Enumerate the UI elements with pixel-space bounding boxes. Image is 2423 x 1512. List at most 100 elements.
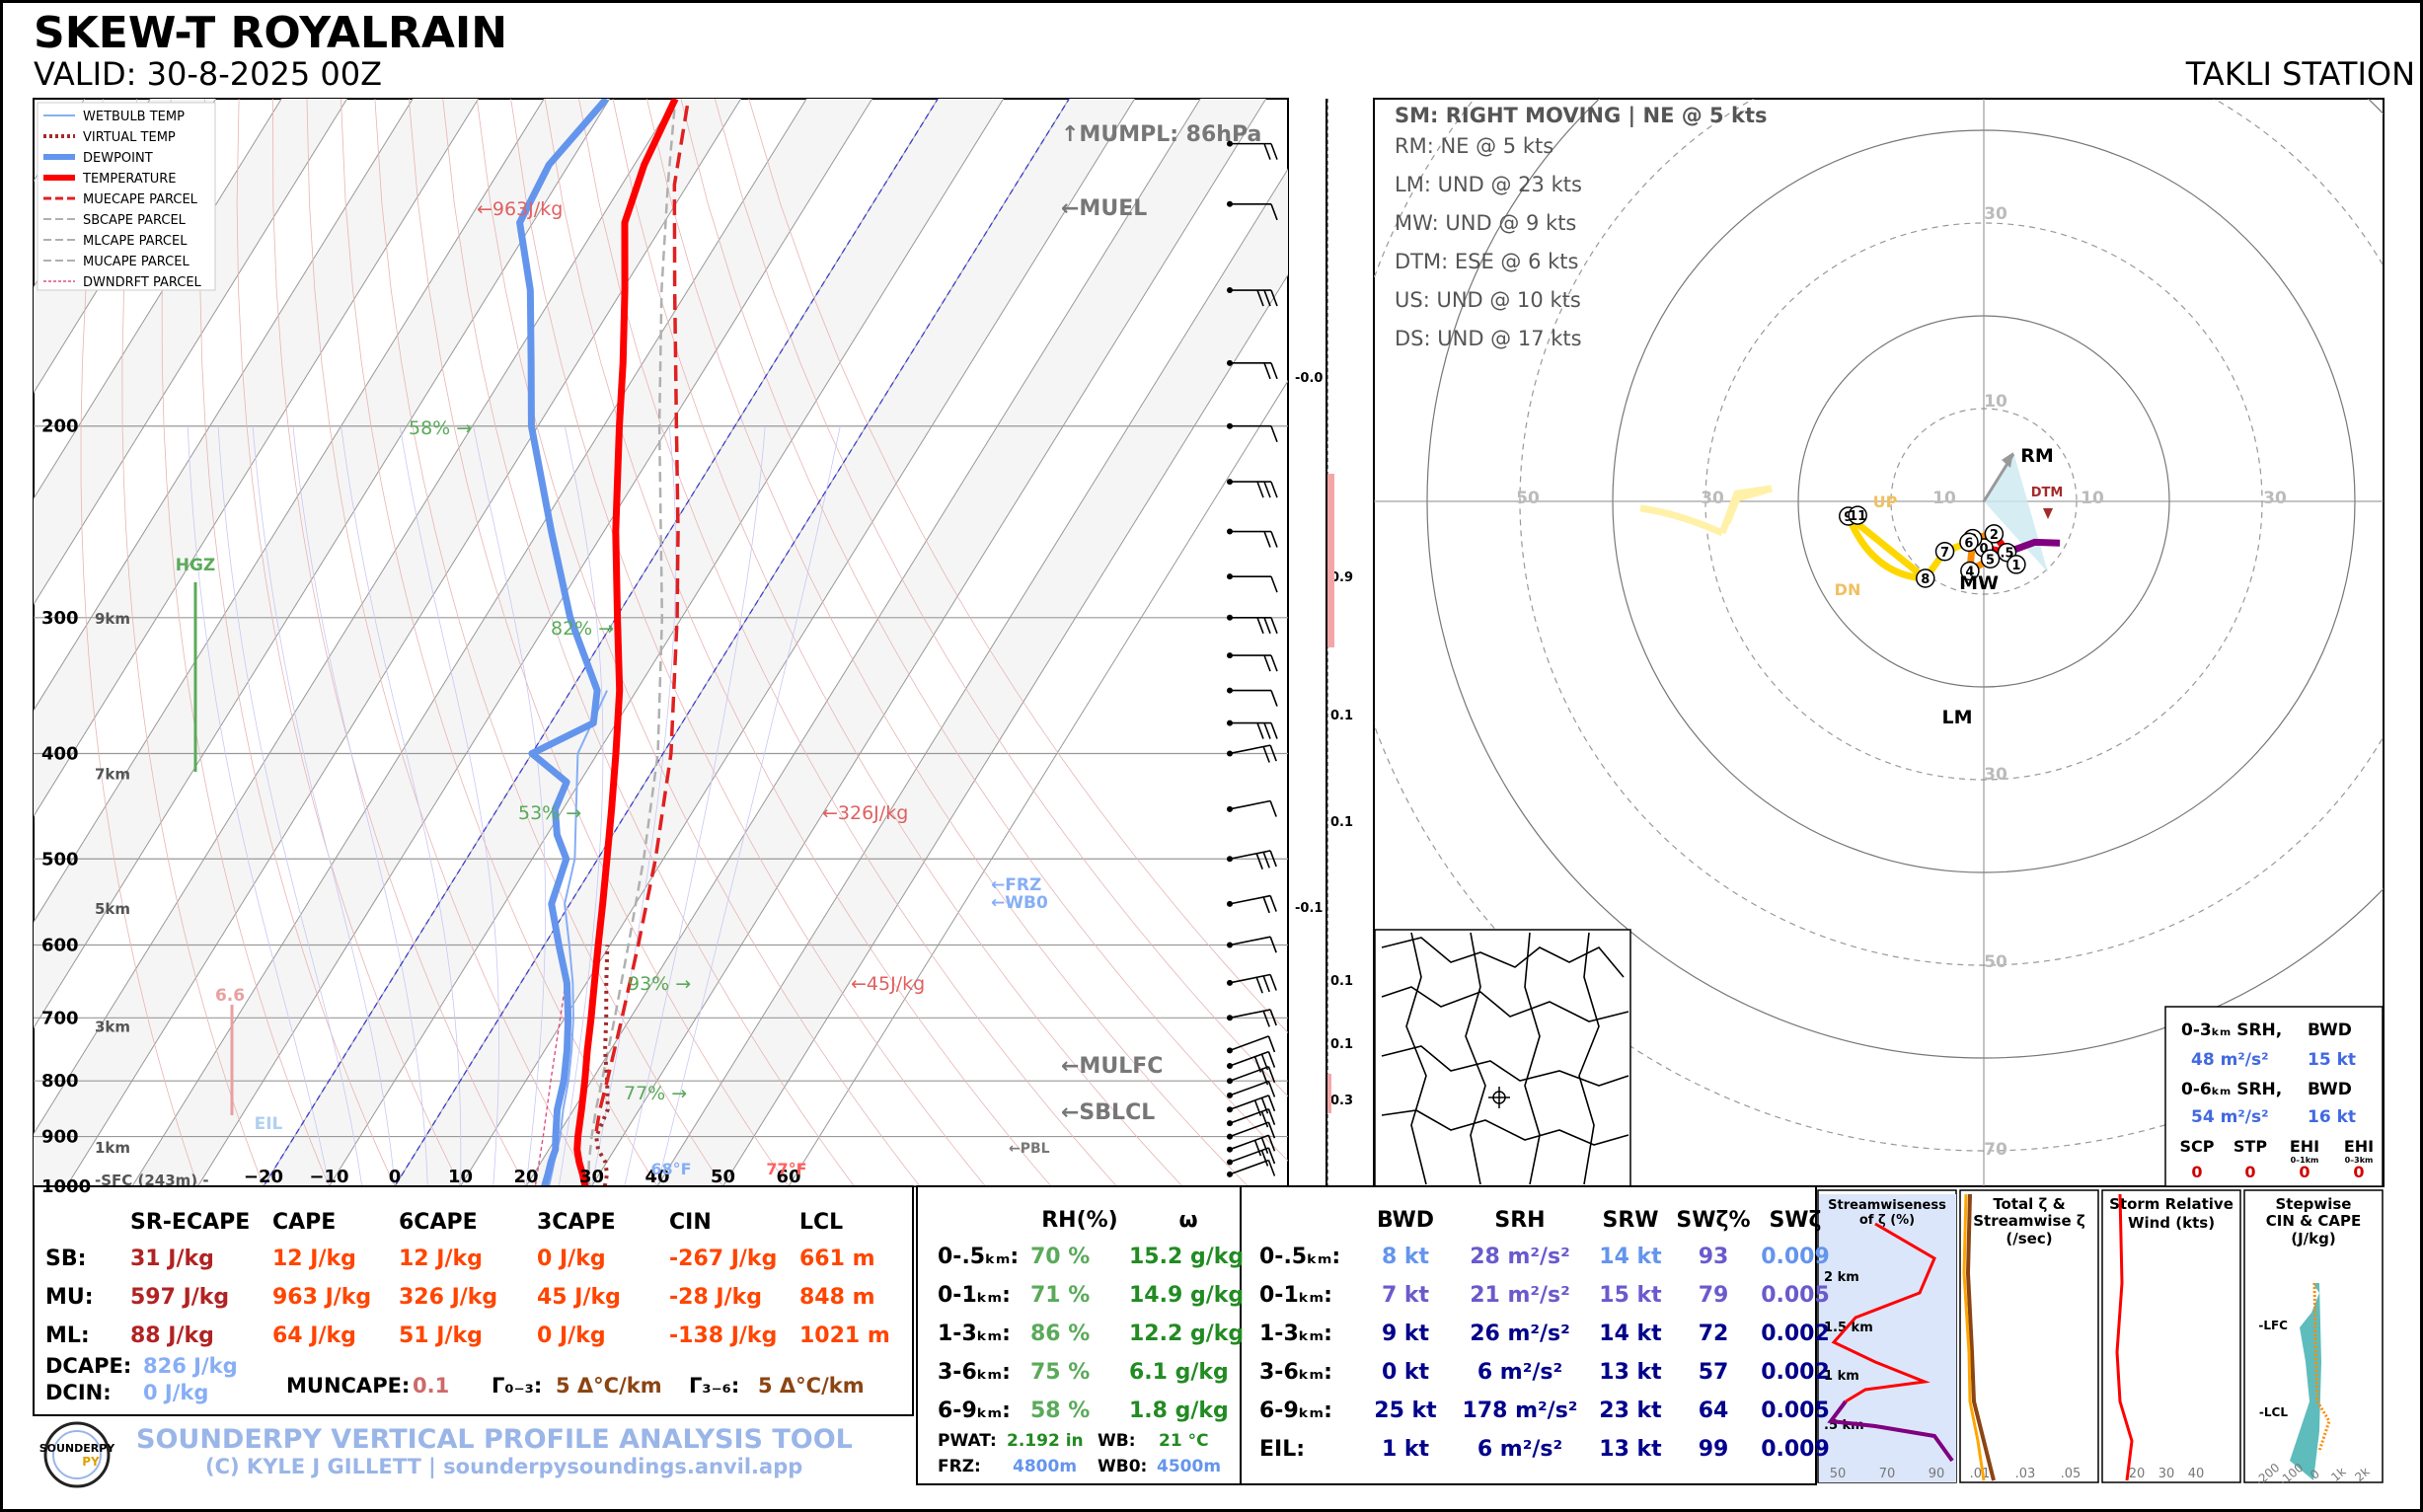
temperature-tick-label: −10 [309,1167,348,1187]
mini-panel-title: Storm Relative [2109,1195,2234,1213]
wind-barb-feather [1270,722,1278,739]
mini-level-label: -LFC [2258,1319,2288,1332]
temperature-tick-label: 50 [711,1167,735,1187]
wind-barb-feather [1267,1095,1276,1112]
kin-cell: 23 kt [1599,1399,1662,1423]
moisture-w: 6.1 g/kg [1129,1360,1229,1385]
mini-tick-label: .01 [1970,1467,1991,1481]
hodo-ring-label: 70 [1984,1140,2007,1160]
kin-cell: 0.002 [1761,1360,1830,1385]
composite-index-label: SCP [2180,1137,2215,1156]
composite-index-label: EHI [2344,1137,2374,1156]
moist-adiabat [399,425,499,1186]
wind-barb-feather [1270,362,1278,380]
dry-adiabat [578,99,1118,1186]
wind-barb-feather [1269,744,1277,762]
wind-barb-feather [1270,203,1278,221]
wind-barb-feather [1262,746,1270,763]
thermo-cell: 0 J/kg [537,1323,606,1348]
storm-motion-line: DS: UND @ 17 kts [1395,327,1582,350]
kin-cell: 0.005 [1761,1283,1830,1308]
hodo-height-marker [1934,542,1955,562]
wind-barb-shaft [1229,799,1271,810]
hodo-height-label: 8 [1921,572,1930,587]
isotherm-band [34,99,741,1186]
composite-index-value: 0 [2353,1163,2364,1181]
wind-barb-feather [1256,617,1264,635]
isotherm-line [459,99,1136,1186]
wind-barb-feather [1270,425,1278,443]
thermo-row: ML: 88 J/kg 64 J/kg 51 J/kg 0 J/kg -138 … [45,1317,898,1355]
storm-motion-title: SM: RIGHT MOVING | NE @ 5 kts [1395,104,1768,128]
dry-adiabat [544,99,1052,1186]
legend-label: DEWPOINT [83,151,153,166]
wind-barb-feather [1270,654,1278,672]
omega-label: 0.1 [1330,709,1353,723]
height-label: 7km [95,765,130,783]
kin-cell: 21 m²/s² [1470,1283,1570,1308]
dcape-value: 826 J/kg [143,1354,238,1378]
kin-cell: 13 kt [1599,1360,1662,1385]
mini-panel-title: Streamwiseness [1828,1198,1946,1213]
kin-header: SWζ% [1676,1207,1751,1233]
station-marker [1492,1091,1506,1104]
dry-adiabat [199,99,396,1186]
skewt-annotation: ←WB0 [991,893,1048,913]
pressure-tick-label: 200 [41,416,79,437]
wind-barb-feather [1267,1051,1276,1068]
frz-label: FRZ: [938,1457,981,1476]
wind-barb-feather [1267,1066,1276,1084]
moist-adiabat [292,425,428,1186]
skewt-annotation: 82% → [551,618,614,640]
kin-row-label: 0-1ₖₘ: [1259,1283,1332,1308]
pressure-tick-label: 300 [41,608,79,629]
kin-cell: 7 kt [1381,1283,1430,1308]
moisture-rh: 86 % [1030,1322,1091,1346]
total-vorticity-line [1965,1193,1996,1481]
wind-barb-feather [1253,1056,1262,1073]
thermo-cell: 597 J/kg [130,1285,230,1310]
skewt-annotation: 68°F [650,1160,691,1178]
skewt-annotation: EIL [255,1114,283,1134]
kin-cell: 6 m²/s² [1477,1437,1563,1462]
kin-header: SRH [1494,1207,1546,1233]
hodo-ring-label: 30 [1984,765,2007,785]
wind-barb-feather [1269,936,1277,953]
map-boundary [1465,932,1486,1185]
temperature-tick-label: 0 [389,1167,402,1187]
thermo-header: 6CAPE [399,1209,478,1235]
hodo-ring-label: 30 [1701,489,1724,508]
skewt-annotation: ←45J/kg [851,973,925,995]
moist-adiabat [656,425,841,1186]
station-name: TAKLI STATION [2185,55,2415,93]
pressure-tick-label: 600 [41,936,79,956]
hodo-height-label: 2 [1990,528,1999,543]
wb-value: 21 °C [1159,1431,1209,1451]
wind-barb-feather [1267,1108,1276,1125]
srh-value: 54 m²/s² [2191,1107,2269,1127]
kin-row-label: 1-3ₖₘ: [1259,1322,1332,1346]
kinematics-panel-frame [1240,1185,1817,1485]
moisture-row-label: 6-9ₖₘ: [938,1399,1011,1423]
dry-adiabat [236,99,461,1186]
moisture-row: 6-9ₖₘ: 58 % 1.8 g/kg [938,1392,1248,1430]
moist-adiabat [217,425,363,1186]
skewt-annotation: 53% → [518,802,581,824]
thermo-header: CIN [669,1209,712,1235]
hodo-height-label: 11 [1849,509,1866,524]
omega-bar [1327,1074,1331,1113]
wind-barb-feather [1270,143,1278,160]
composite-index-value: 0 [2299,1163,2309,1181]
mini-tick-label: .05 [2061,1467,2082,1481]
footer-credit: (C) KYLE J GILLETT | sounderpysoundings.… [205,1455,803,1478]
skewt-annotation: ←SBLCL [1061,1100,1155,1125]
muncape-label: MUNCAPE: [286,1374,411,1398]
omega-label: -0.1 [1295,901,1323,916]
thermo-row-label: ML: [45,1323,90,1348]
skewt-annotation: 93% → [628,973,691,995]
kin-cell: 72 [1698,1322,1729,1346]
kin-row-label: EIL: [1259,1437,1306,1462]
moisture-row: 1-3ₖₘ: 86 % 12.2 g/kg [938,1315,1248,1353]
